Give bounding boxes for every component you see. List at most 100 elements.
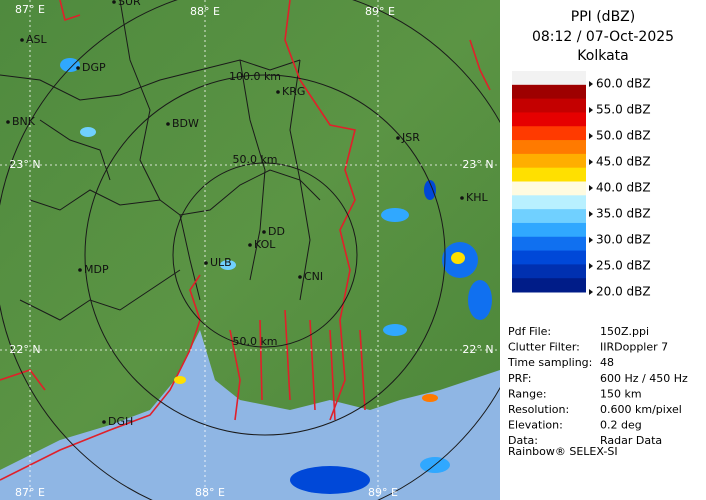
grid-label: 88° E bbox=[195, 486, 225, 499]
grid-label: 87° E bbox=[15, 3, 45, 16]
footer: Rainbow® SELEX-SI bbox=[508, 445, 618, 458]
grid-label: 23° N bbox=[462, 158, 493, 171]
level-arrow bbox=[589, 185, 593, 191]
info-value: 0.600 km/pixel bbox=[600, 403, 682, 416]
ring-label: 50.0 km bbox=[232, 153, 277, 166]
info-value: 150Z.ppi bbox=[600, 325, 649, 338]
info-value: IIRDoppler 7 bbox=[600, 341, 668, 354]
place-dot bbox=[78, 268, 82, 272]
info-label: Clutter Filter: bbox=[508, 341, 580, 354]
color-band bbox=[512, 167, 586, 182]
place-dot bbox=[6, 120, 10, 124]
place-label: ULB bbox=[210, 256, 232, 269]
sea bbox=[0, 330, 500, 500]
place-label: KOL bbox=[254, 238, 276, 251]
color-band bbox=[512, 98, 586, 113]
place-label: ASL bbox=[26, 33, 48, 46]
place-dot bbox=[102, 420, 106, 424]
level-arrow bbox=[589, 289, 593, 295]
level-label: 45.0 dBZ bbox=[596, 155, 651, 169]
place-dot bbox=[20, 38, 24, 42]
level-arrow bbox=[589, 263, 593, 269]
place-dot bbox=[204, 261, 208, 265]
place-dot bbox=[298, 275, 302, 279]
info-label: PRF: bbox=[508, 372, 531, 385]
color-band bbox=[512, 195, 586, 210]
info-label: Elevation: bbox=[508, 419, 563, 432]
info-value: 48 bbox=[600, 356, 614, 369]
level-label: 50.0 dBZ bbox=[596, 129, 651, 143]
level-label: 30.0 dBZ bbox=[596, 233, 651, 247]
station: Kolkata bbox=[577, 48, 628, 64]
place-label: DGP bbox=[82, 61, 106, 74]
level-arrow bbox=[589, 159, 593, 165]
grid-label: 87° E bbox=[15, 486, 45, 499]
color-band bbox=[512, 236, 586, 252]
level-label: 55.0 dBZ bbox=[596, 103, 651, 117]
level-arrow bbox=[589, 211, 593, 217]
grid-label: 23° N bbox=[9, 158, 40, 171]
level-label: 40.0 dBZ bbox=[596, 181, 651, 195]
place-label: SUR bbox=[118, 0, 141, 8]
lat-lon-grid bbox=[0, 0, 500, 500]
place-dot bbox=[396, 136, 400, 140]
color-band bbox=[512, 126, 586, 141]
color-band bbox=[512, 112, 586, 127]
radar-echoes bbox=[60, 58, 492, 494]
place-label: MDP bbox=[84, 263, 109, 276]
grid-label: 22° N bbox=[9, 343, 40, 356]
level-arrow bbox=[589, 237, 593, 243]
level-label: 35.0 dBZ bbox=[596, 207, 651, 221]
color-band bbox=[512, 264, 586, 279]
place-dot bbox=[276, 90, 280, 94]
place-dot bbox=[166, 122, 170, 126]
ring-label: 100.0 km bbox=[229, 70, 281, 83]
grid-label: 88° E bbox=[190, 5, 220, 18]
place-label: DGH bbox=[108, 415, 133, 428]
info-label: Pdf File: bbox=[508, 325, 551, 338]
radar-map: 87° E 88° E 89° E 23° N 22° N 23° N 22° N 87° E… bbox=[0, 0, 500, 500]
title: PPI (dBZ) bbox=[571, 9, 635, 25]
color-band bbox=[512, 250, 586, 265]
place-label: KHL bbox=[466, 191, 488, 204]
place-label: JSR bbox=[401, 131, 420, 144]
place-dot bbox=[460, 196, 464, 200]
color-band bbox=[512, 209, 586, 224]
info-label: Time sampling: bbox=[507, 356, 592, 369]
legend-panel: PPI (dBZ) 08:12 / 07-Oct-2025 Kolkata Ra… bbox=[507, 9, 688, 458]
color-band bbox=[512, 71, 586, 86]
place-dot bbox=[262, 230, 266, 234]
place-dot bbox=[248, 243, 252, 247]
info-value: 0.2 deg bbox=[600, 419, 642, 432]
place-dot bbox=[76, 66, 80, 70]
level-label: 25.0 dBZ bbox=[596, 259, 651, 273]
info-label: Data: bbox=[508, 434, 538, 447]
level-label: 60.0 dBZ bbox=[596, 77, 651, 91]
color-band bbox=[512, 278, 586, 293]
place-label: KRG bbox=[282, 85, 305, 98]
level-arrow bbox=[589, 81, 593, 87]
color-band bbox=[512, 222, 586, 238]
place-label: CNI bbox=[304, 270, 323, 283]
color-band bbox=[512, 181, 586, 196]
timestamp: 08:12 / 07-Oct-2025 bbox=[532, 29, 674, 45]
grid-label: 89° E bbox=[368, 486, 398, 499]
color-band bbox=[512, 84, 586, 100]
color-band bbox=[512, 140, 586, 155]
info-value: Radar Data bbox=[600, 434, 662, 447]
info-value: 150 km bbox=[600, 387, 642, 400]
ring-label: 50.0 km bbox=[232, 335, 277, 348]
level-arrow bbox=[589, 133, 593, 139]
grid-label: 22° N bbox=[462, 343, 493, 356]
level-label: 20.0 dBZ bbox=[596, 285, 651, 299]
range-rings bbox=[0, 0, 500, 500]
info-label: Range: bbox=[508, 387, 547, 400]
color-band bbox=[512, 153, 586, 169]
level-arrow bbox=[589, 107, 593, 113]
place-label: BDW bbox=[172, 117, 199, 130]
info-value: 600 Hz / 450 Hz bbox=[600, 372, 688, 385]
place-label: DD bbox=[268, 225, 285, 238]
place-label: BNK bbox=[12, 115, 36, 128]
place-dot bbox=[112, 0, 116, 4]
